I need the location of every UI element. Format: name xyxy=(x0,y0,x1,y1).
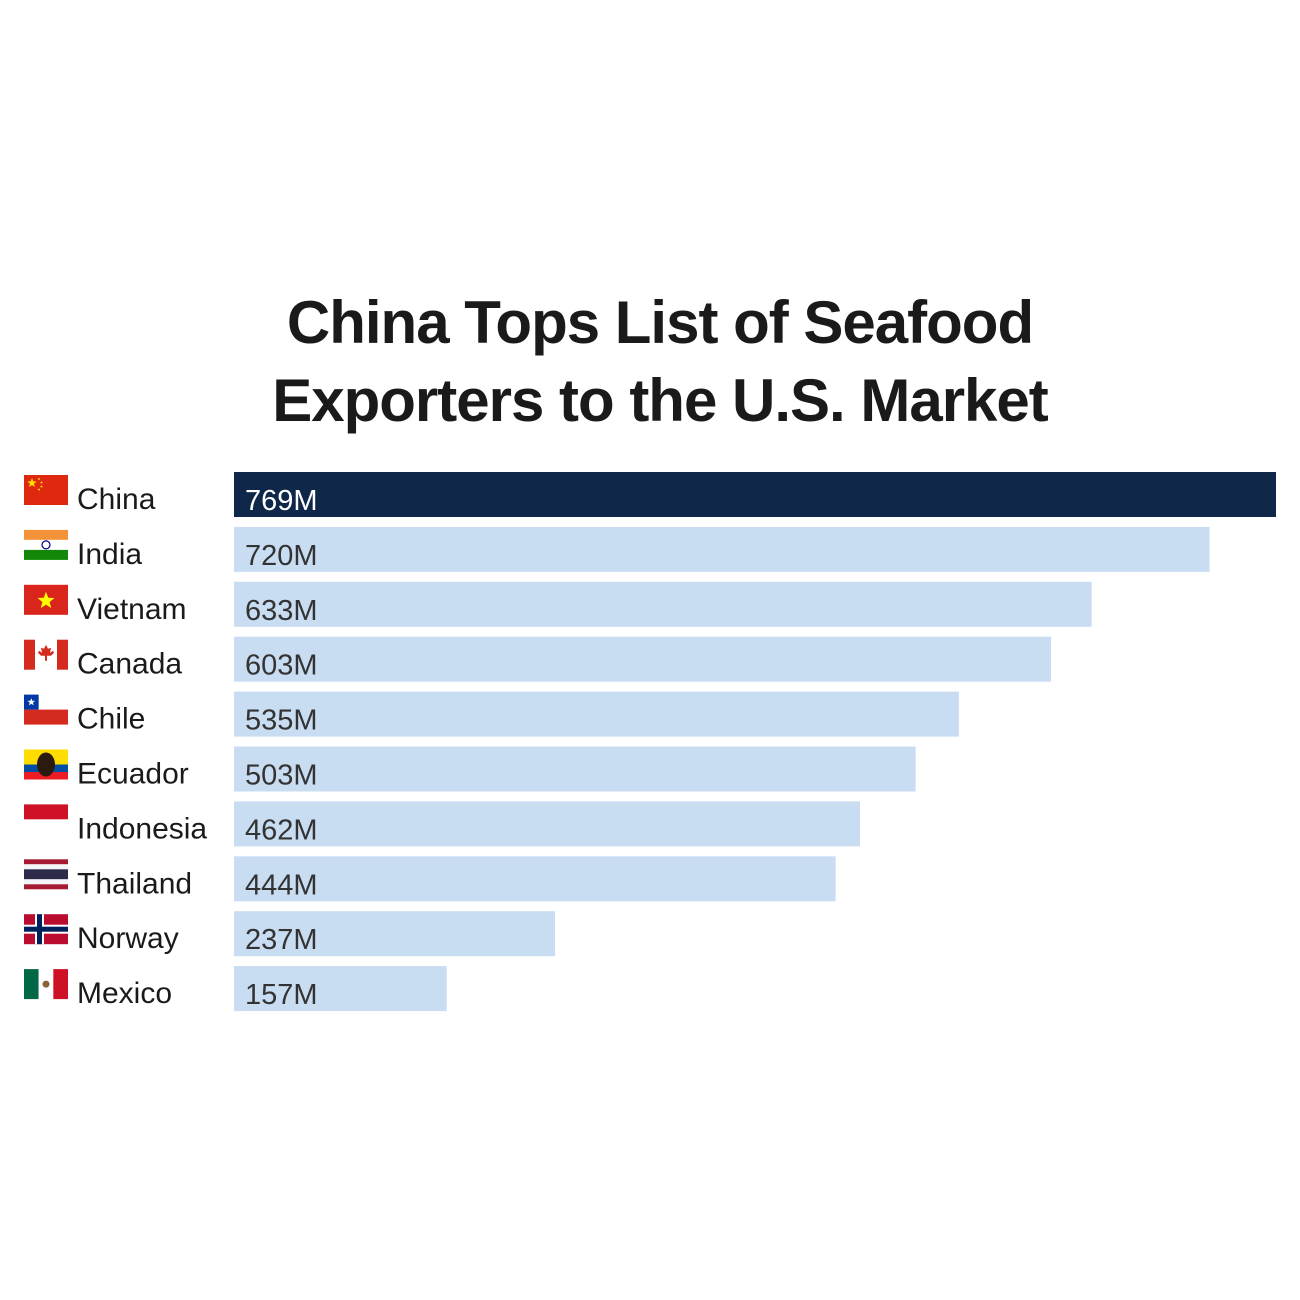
category-label-canada: Canada xyxy=(77,648,182,681)
category-label-thailand: Thailand xyxy=(77,867,192,900)
chart-title-line-2: Exporters to the U.S. Market xyxy=(272,367,1049,434)
bar-ecuador xyxy=(234,746,916,792)
flag-stripe xyxy=(24,884,68,890)
bar-india xyxy=(234,526,1210,572)
flag-stripe xyxy=(24,879,68,885)
category-label-indonesia: Indonesia xyxy=(77,812,207,845)
flag-stripe xyxy=(57,639,68,670)
flag-stripe xyxy=(24,926,68,932)
ecuador-flag-icon xyxy=(24,749,68,780)
flag-stripe xyxy=(24,639,35,670)
chart-title-line-1: China Tops List of Seafood xyxy=(286,289,1034,356)
vietnam-flag-icon xyxy=(24,584,68,615)
value-label-indonesia: 462M xyxy=(245,814,318,846)
flag-star xyxy=(39,480,44,484)
bar-indonesia xyxy=(234,801,860,847)
category-label-mexico: Mexico xyxy=(77,977,172,1010)
category-label-china: China xyxy=(77,483,156,516)
value-label-india: 720M xyxy=(245,540,318,572)
flag-stripe xyxy=(24,969,39,1000)
category-label-norway: Norway xyxy=(77,922,179,955)
bar-vietnam xyxy=(234,581,1092,627)
bar-china xyxy=(234,472,1276,517)
flag-stripe xyxy=(24,864,68,870)
flag-stripe xyxy=(24,709,68,725)
flag-stripe xyxy=(24,819,68,835)
category-label-india: India xyxy=(77,538,142,571)
value-label-mexico: 157M xyxy=(245,979,318,1011)
flag-chakra xyxy=(41,540,51,550)
value-label-thailand: 444M xyxy=(245,869,318,901)
flag-star xyxy=(37,477,41,481)
canada-flag-icon xyxy=(24,639,68,670)
value-label-norway: 237M xyxy=(245,924,318,956)
flag-star xyxy=(37,487,41,491)
value-label-china: 769M xyxy=(245,485,318,517)
chart-title: China Tops List of Seafood Exporters to … xyxy=(0,284,1300,440)
category-label-ecuador: Ecuador xyxy=(77,758,189,791)
flag-star xyxy=(27,698,36,706)
mexico-flag-icon xyxy=(24,969,68,1000)
value-label-canada: 603M xyxy=(245,650,318,682)
category-label-vietnam: Vietnam xyxy=(77,593,187,626)
flag-stripe xyxy=(24,869,68,880)
flag-star xyxy=(27,478,37,488)
value-label-chile: 535M xyxy=(245,705,318,737)
indonesia-flag-icon xyxy=(24,804,68,835)
bar-thailand xyxy=(234,856,836,902)
norway-flag-icon xyxy=(24,914,68,945)
thailand-flag-icon xyxy=(24,859,68,890)
value-label-ecuador: 503M xyxy=(245,760,318,792)
china-flag-icon xyxy=(24,475,68,505)
bar-canada xyxy=(234,636,1052,682)
bar-mexico xyxy=(234,966,447,1012)
flag-emblem xyxy=(42,980,50,988)
flag-stripe xyxy=(53,969,68,1000)
chile-flag-icon xyxy=(24,694,68,725)
value-label-vietnam: 633M xyxy=(245,595,318,627)
flag-stripe xyxy=(24,859,68,865)
flag-coat-of-arms xyxy=(37,752,55,777)
flag-stripe xyxy=(24,529,68,540)
bar-chile xyxy=(234,691,959,737)
india-flag-icon xyxy=(24,529,68,560)
flag-maple-leaf xyxy=(38,644,54,661)
category-label-chile: Chile xyxy=(77,703,145,736)
flag-star xyxy=(37,591,55,609)
flag-stripe xyxy=(24,539,68,550)
flag-stripe xyxy=(24,549,68,560)
flag-stripe xyxy=(24,804,68,820)
flag-star xyxy=(39,484,44,488)
flag-stripe xyxy=(24,475,68,505)
bar-norway xyxy=(234,911,556,957)
